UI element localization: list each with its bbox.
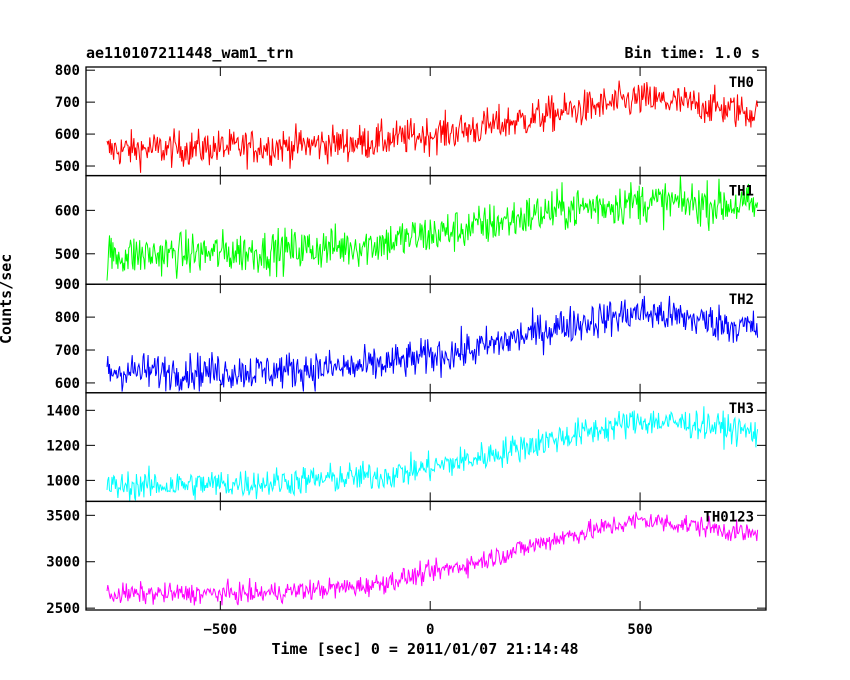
series-line-th0 <box>106 80 759 173</box>
y-tick-label: 500 <box>55 247 80 263</box>
x-tick-label: 0 <box>426 622 434 638</box>
x-axis-label: Time [sec] 0 = 2011/01/07 21:14:48 <box>271 640 579 658</box>
y-tick-label: 1000 <box>46 473 80 489</box>
x-tick-label: 500 <box>627 622 652 638</box>
panel-label-th1: TH1 <box>729 184 754 200</box>
series-line-th2 <box>106 295 759 393</box>
panel-label-th2: TH2 <box>729 292 754 308</box>
y-tick-label: 600 <box>55 376 80 392</box>
y-tick-label: 900 <box>55 277 80 293</box>
y-axis-label: Counts/sec <box>0 253 15 344</box>
y-tick-label: 3500 <box>46 508 80 524</box>
y-tick-label: 500 <box>55 159 80 175</box>
y-tick-label: 800 <box>55 63 80 79</box>
series-line-th0123 <box>106 511 759 606</box>
y-tick-label: 1200 <box>46 438 80 454</box>
y-tick-label: 700 <box>55 95 80 111</box>
panel-label-th0: TH0 <box>729 75 754 91</box>
y-tick-label: 700 <box>55 343 80 359</box>
y-tick-label: 800 <box>55 310 80 326</box>
plot-title: ae110107211448_wam1_trn <box>86 44 294 62</box>
panel-label-th3: TH3 <box>729 401 754 417</box>
y-tick-label: 1400 <box>46 403 80 419</box>
x-tick-label: −500 <box>203 622 237 638</box>
y-tick-label: 600 <box>55 127 80 143</box>
series-line-th1 <box>106 175 759 281</box>
y-tick-label: 600 <box>55 203 80 219</box>
y-tick-label: 3000 <box>46 555 80 571</box>
panel-label-th0123: TH0123 <box>703 509 754 525</box>
y-tick-label: 2500 <box>46 601 80 617</box>
panel-frame-th0123 <box>85 500 767 611</box>
series-line-th3 <box>106 406 759 502</box>
bin-time-label: Bin time: 1.0 s <box>624 44 760 62</box>
